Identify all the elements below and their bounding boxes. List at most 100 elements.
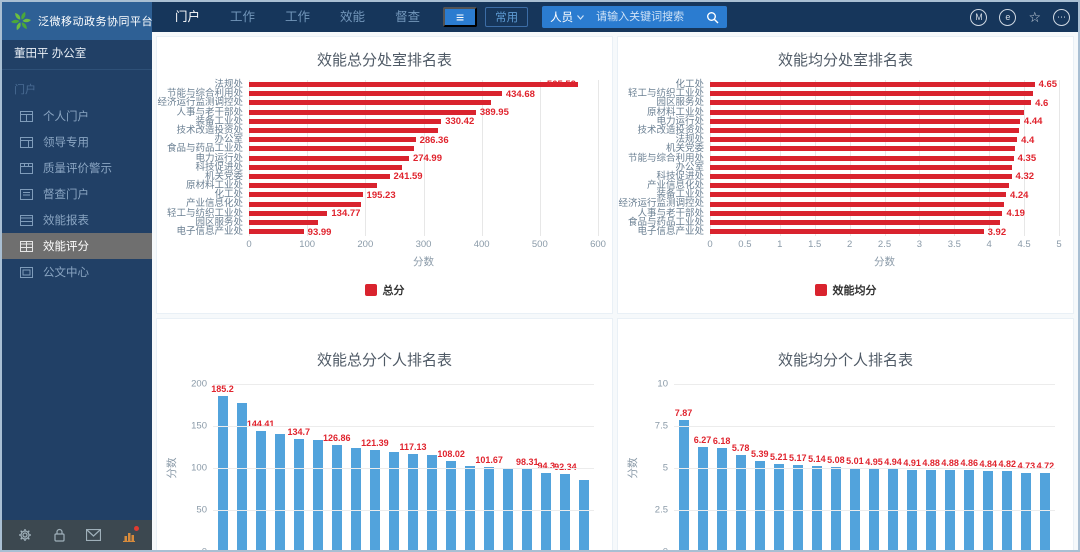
bar bbox=[249, 118, 442, 124]
sidebar-item-document-center[interactable]: 公文中心 bbox=[2, 259, 152, 285]
category-label: 技术改造投资处 bbox=[176, 124, 243, 136]
nav-item-performance[interactable]: 效能 bbox=[340, 10, 366, 24]
bar-slot: 5.08 bbox=[826, 384, 845, 550]
value-label: 274.99 bbox=[412, 153, 442, 164]
chart-title: 效能均分处室排名表 bbox=[777, 52, 913, 69]
bar-slot: 134.7 bbox=[287, 384, 310, 550]
legend-swatch bbox=[814, 284, 827, 297]
value-label: 5.78 bbox=[731, 442, 750, 453]
window-grid-icon bbox=[20, 110, 33, 122]
category-label: 化工处 bbox=[214, 189, 243, 201]
value-label: 286.36 bbox=[419, 134, 449, 146]
search-button[interactable] bbox=[702, 11, 719, 24]
m-circle-icon[interactable]: M bbox=[970, 8, 988, 26]
value-label: 92.34 bbox=[554, 462, 577, 472]
value-label: 121.39 bbox=[361, 438, 389, 449]
bar-slot: 4.91 bbox=[903, 384, 922, 550]
bar bbox=[716, 448, 727, 550]
axis-tick-label: 4.5 bbox=[1017, 239, 1031, 251]
category-axis: 化工处 轻工与纺织工业处 园区服务处 原材料工业处 电力运行处 技术改造投资处 法规处 机关党… bbox=[618, 80, 710, 237]
bar bbox=[249, 128, 438, 133]
bar bbox=[249, 82, 578, 87]
mail-icon[interactable] bbox=[86, 529, 102, 541]
bar bbox=[710, 229, 984, 235]
report-table-icon bbox=[20, 214, 33, 226]
favorites-star-icon[interactable]: ☆ bbox=[1028, 8, 1041, 25]
logo[interactable]: 泛微移动政务协同平台 bbox=[2, 2, 153, 40]
category-label: 园区服务处 bbox=[195, 216, 243, 228]
category-label: 产业信息化处 bbox=[185, 198, 243, 210]
sidebar-item-performance-report[interactable]: 效能报表 bbox=[2, 207, 152, 233]
gridline bbox=[674, 384, 1055, 385]
axis-tick-label: 0 bbox=[246, 239, 252, 251]
axis-tick-label: 0.5 bbox=[738, 239, 752, 251]
bar bbox=[249, 192, 363, 198]
settings-gear-icon[interactable] bbox=[18, 528, 32, 542]
bar bbox=[217, 396, 228, 550]
gridline bbox=[539, 80, 541, 237]
x-axis-title: 分数 bbox=[874, 256, 895, 269]
gridline bbox=[674, 426, 1055, 427]
gridline bbox=[598, 80, 599, 237]
value-label: 4.24 bbox=[1009, 189, 1029, 201]
bar-slot: 4.73 bbox=[1017, 384, 1036, 550]
legend[interactable]: 总分 bbox=[157, 282, 612, 298]
bar bbox=[710, 146, 1016, 152]
sidebar-item-supervision-portal[interactable]: 督查门户 bbox=[2, 181, 152, 207]
sidebar-item-quality-warning[interactable]: 质量评价警示 bbox=[2, 155, 152, 181]
category-label: 人事与老干部处 bbox=[637, 207, 704, 219]
user-department[interactable]: 董田平 办公室 bbox=[2, 32, 152, 70]
nav-item-work-2[interactable]: 工作 bbox=[285, 10, 311, 24]
nav-item-portal[interactable]: 门户 bbox=[175, 10, 201, 24]
category-label: 办公室 bbox=[675, 161, 704, 173]
sidebar-item-label: 质量评价警示 bbox=[43, 163, 112, 175]
frequently-used-button[interactable]: 常用 bbox=[485, 7, 529, 27]
search-input[interactable] bbox=[594, 10, 703, 24]
bar bbox=[350, 447, 361, 550]
gridline bbox=[481, 80, 483, 237]
more-circle-icon[interactable]: ⋯ bbox=[1053, 8, 1070, 26]
nav-item-work-1[interactable]: 工作 bbox=[230, 10, 256, 24]
category-label: 法规处 bbox=[214, 79, 243, 90]
e-circle-icon[interactable]: e bbox=[999, 8, 1017, 26]
search-category-dropdown[interactable]: 人员 bbox=[550, 9, 585, 25]
legend[interactable]: 效能均分 bbox=[618, 282, 1073, 298]
x-axis-title: 分数 bbox=[413, 256, 434, 269]
category-label: 经济运行监测调控处 bbox=[618, 198, 704, 210]
bar bbox=[388, 452, 399, 550]
gridline bbox=[674, 510, 1055, 511]
menu-button[interactable]: ≡ bbox=[443, 7, 478, 27]
bar bbox=[710, 192, 1006, 198]
value-label: 5.08 bbox=[827, 454, 845, 465]
bar bbox=[710, 201, 1004, 207]
bar-slot: 4.88 bbox=[922, 384, 941, 550]
window-grid-icon bbox=[20, 136, 33, 148]
report-chart-icon[interactable] bbox=[122, 525, 139, 542]
lock-icon[interactable] bbox=[53, 528, 66, 542]
bar bbox=[249, 146, 414, 152]
chart-title: 效能总分处室排名表 bbox=[316, 52, 452, 69]
bar-slot: 5.14 bbox=[807, 384, 826, 550]
value-label: 134.7 bbox=[287, 426, 310, 437]
value-label: 3.92 bbox=[987, 226, 1007, 238]
sidebar-item-performance-score[interactable]: 效能评分 bbox=[2, 233, 152, 259]
plot-area: 4.65 4.6 4.44 4.4 4.35 4.32 4.24 4.19 3.92 bbox=[710, 79, 1060, 238]
category-label: 原材料工业处 bbox=[185, 180, 243, 192]
search-icon bbox=[706, 11, 719, 24]
bar bbox=[579, 479, 590, 550]
platform-title: 泛微移动政务协同平台 bbox=[38, 16, 153, 28]
bar-slot bbox=[499, 384, 518, 550]
value-label: 4.32 bbox=[1015, 171, 1035, 183]
nav-item-supervision[interactable]: 督查 bbox=[395, 10, 421, 24]
sidebar-item-personal-portal[interactable]: 个人门户 bbox=[2, 103, 152, 129]
gridline bbox=[1059, 80, 1060, 237]
weaver-pinwheel-icon bbox=[10, 10, 32, 32]
bar-slot: 4.82 bbox=[998, 384, 1017, 550]
bar bbox=[888, 469, 899, 550]
bar bbox=[312, 439, 323, 550]
x-axis-ticks: 0 0.5 1 1.5 2 2.5 3 3.5 4 4.5 5 bbox=[707, 239, 1061, 252]
value-label: 5.17 bbox=[789, 453, 807, 464]
value-label: 4.91 bbox=[903, 457, 921, 468]
sidebar-item-leader-portal[interactable]: 领导专用 bbox=[2, 129, 152, 155]
axis-tick-label: 1.5 bbox=[808, 239, 822, 251]
